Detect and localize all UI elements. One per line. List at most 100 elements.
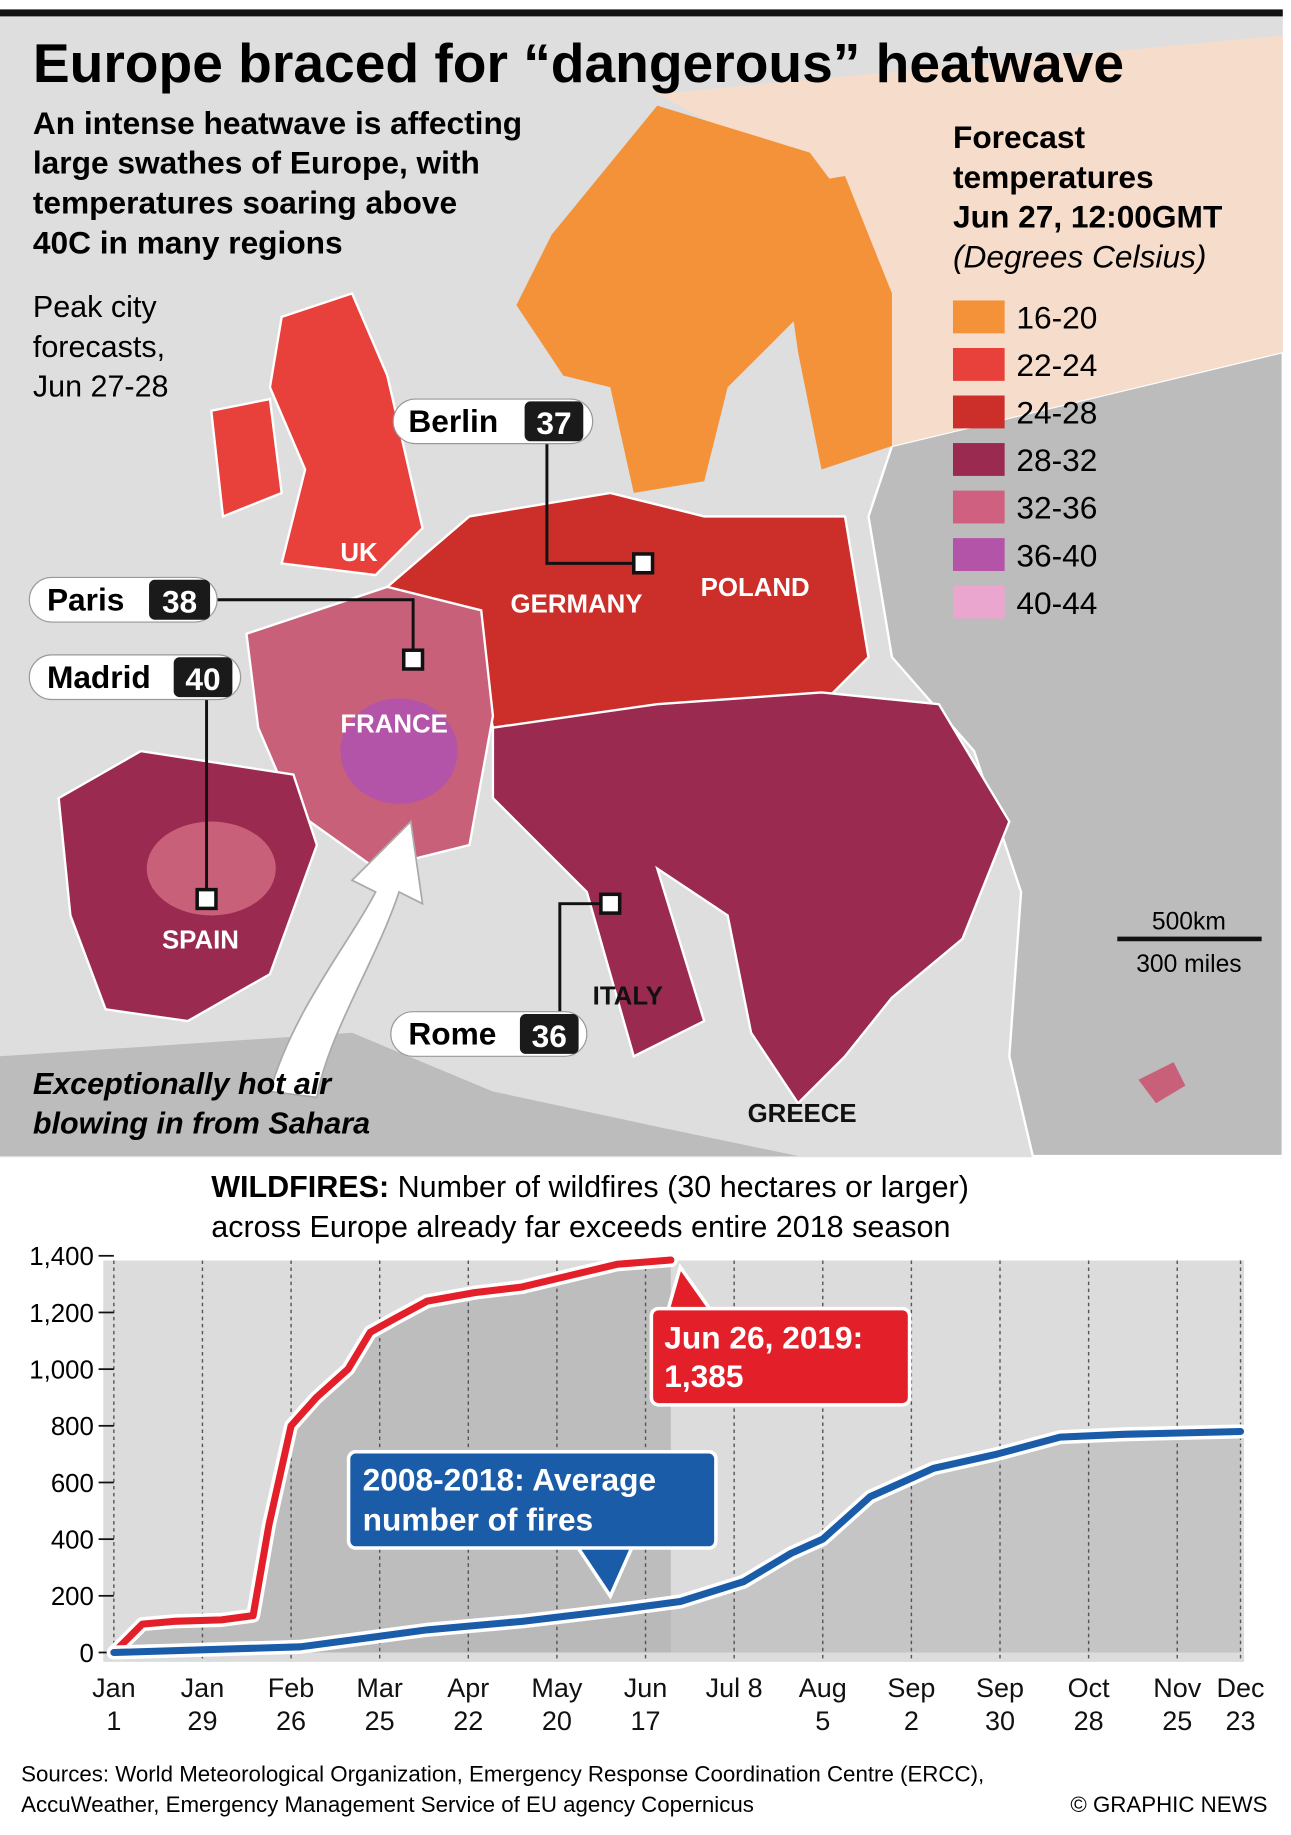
- x-tick-label: Mar 25: [356, 1672, 403, 1736]
- leader-line: [558, 902, 611, 1012]
- subtitle: large swathes of Europe, with: [33, 145, 480, 181]
- city-name: Rome: [408, 1016, 496, 1052]
- y-tick-label: 1,200: [29, 1300, 94, 1328]
- callout-box: [649, 1306, 912, 1407]
- legend-swatch: [952, 443, 1005, 476]
- y-tick-label: 400: [51, 1527, 94, 1555]
- subtitle: An intense heatwave is affecting: [33, 105, 522, 141]
- peak-note: forecasts,: [33, 330, 165, 364]
- city-callout: Paris 38: [28, 576, 218, 623]
- subtitle: temperatures soaring above: [33, 185, 457, 221]
- x-tick-label-box: Mar 25: [356, 1672, 403, 1736]
- arrow-label: blowing in from Sahara: [33, 1107, 370, 1141]
- x-tick-label-box: Jul 8: [705, 1672, 763, 1703]
- city-marker: [195, 887, 218, 911]
- city-callout: Madrid 40: [28, 654, 242, 701]
- city-temp: 38: [162, 584, 197, 620]
- legend-label: 22-24: [1016, 347, 1097, 383]
- legend-swatch: [952, 395, 1005, 429]
- x-tick-label-box: Aug 5: [798, 1672, 847, 1736]
- series-line: [110, 1256, 675, 1657]
- x-tick-label: Apr 22: [447, 1672, 490, 1736]
- legend-swatch: [952, 538, 1005, 571]
- legend-subtitle: (Degrees Celsius): [953, 239, 1206, 275]
- legend-swatch: [952, 300, 1005, 334]
- legend-label: 40-44: [1016, 585, 1097, 621]
- leader-line: [545, 443, 644, 565]
- city-marker: [599, 892, 622, 915]
- x-tick-label-box: Sep 2: [887, 1672, 936, 1736]
- x-tick-label: Aug 5: [798, 1672, 847, 1736]
- x-tick-label: Dec 23: [1216, 1672, 1265, 1736]
- chart-title-lead: WILDFIRES:: [211, 1170, 389, 1204]
- title: Europe braced for “dangerous” heatwave: [33, 32, 1124, 94]
- legend-label: 36-40: [1016, 537, 1097, 573]
- callout-value: 1,385: [664, 1358, 743, 1394]
- series-line: [110, 1427, 1245, 1657]
- x-tick-label: May 20: [531, 1672, 583, 1736]
- sources: AccuWeather, Emergency Management Servic…: [21, 1792, 754, 1817]
- city-marker: [401, 648, 425, 671]
- legend-label: 24-28: [1016, 395, 1097, 431]
- temp-box: [149, 579, 211, 620]
- city-callout: Berlin 37: [392, 398, 594, 445]
- city-markers: [195, 552, 655, 915]
- ireland: [209, 397, 283, 519]
- x-tick-label-box: Nov 25: [1153, 1672, 1202, 1736]
- country-label: FRANCE: [340, 710, 448, 738]
- x-tick-label: Sep 30: [975, 1672, 1025, 1736]
- city-marker: [632, 552, 655, 575]
- finland: [774, 176, 892, 470]
- legend-label: 32-36: [1016, 490, 1097, 526]
- country-label: GREECE: [748, 1100, 857, 1128]
- x-tick-label-box: Jan 1: [92, 1672, 136, 1735]
- scale-label: 300 miles: [1136, 951, 1241, 978]
- temp-box: [524, 401, 584, 442]
- north-africa: [0, 1032, 799, 1157]
- leader-line: [217, 598, 415, 660]
- y-tick-label: 600: [51, 1470, 94, 1498]
- y-tick-label: 1,400: [29, 1243, 94, 1271]
- legend-swatch: [952, 490, 1005, 524]
- callout-text: Jun 26, 2019:: [664, 1320, 863, 1356]
- subtitle: 40C in many regions: [33, 225, 343, 261]
- x-tick-label-box: Dec 23: [1216, 1672, 1265, 1736]
- finland-russia: [657, 35, 1283, 446]
- legend-label: 16-20: [1016, 300, 1097, 336]
- x-tick-label: Oct 28: [1067, 1672, 1110, 1736]
- country-label: SPAIN: [162, 926, 239, 954]
- map: UK GERMANY POLAND FRANCE SPAIN ITALY GRE…: [0, 16, 1284, 1158]
- top-rule: [0, 9, 1283, 17]
- city-name: Madrid: [47, 659, 151, 695]
- legend-swatch: [952, 347, 1005, 381]
- cyprus: [1138, 1062, 1186, 1104]
- x-tick-label-box: Jun 17: [624, 1672, 668, 1735]
- x-tick-label-box: Jan 29: [180, 1672, 225, 1736]
- legend: Forecast temperatures Jun 27, 12:00GMT (…: [952, 119, 1222, 621]
- x-tick-label-box: Sep 30: [975, 1672, 1025, 1736]
- city-name: Paris: [47, 581, 124, 617]
- city-temp: 36: [532, 1018, 567, 1054]
- credit: © GRAPHIC NEWS: [1070, 1792, 1267, 1817]
- city-name: Berlin: [408, 403, 498, 439]
- y-tick-label: 0: [80, 1640, 94, 1668]
- legend-swatch: [952, 585, 1005, 619]
- country-label: GERMANY: [511, 591, 643, 619]
- peak-note: Peak city: [33, 290, 157, 324]
- x-tick-label: Nov 25: [1153, 1672, 1202, 1736]
- country-label: UK: [340, 539, 378, 567]
- x-tick-label: Jul 8: [705, 1672, 763, 1703]
- x-tick-label-box: May 20: [531, 1672, 583, 1736]
- x-tick-label-box: Oct 28: [1067, 1672, 1110, 1736]
- area-fill: [113, 1431, 1241, 1653]
- chart-title-line: Number of wildfires (30 hectares or larg…: [398, 1170, 969, 1204]
- callout-box: [346, 1450, 718, 1550]
- temp-box: [519, 1014, 579, 1054]
- peak-note: Jun 27-28: [33, 370, 169, 404]
- x-tick-label: Jan 29: [180, 1672, 225, 1736]
- sahara-arrow: [268, 819, 424, 1099]
- arrow-label: Exceptionally hot air: [33, 1067, 333, 1101]
- legend-title: Forecast: [953, 119, 1085, 155]
- uk: [268, 291, 424, 577]
- x-tick-label: Sep 2: [887, 1672, 936, 1736]
